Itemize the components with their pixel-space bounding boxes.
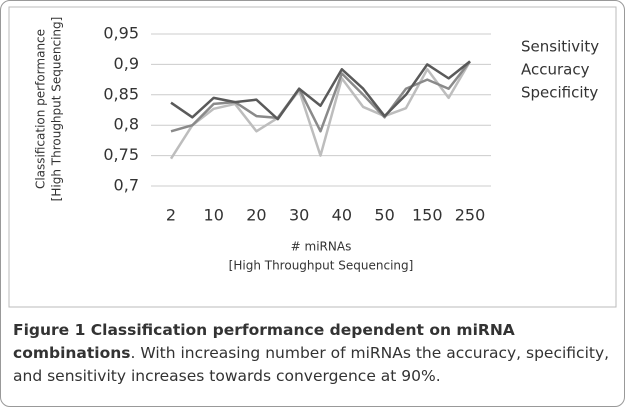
caption: Figure 1 Classification performance depe… xyxy=(13,319,613,388)
chart-border xyxy=(8,6,617,308)
legend-label: Specificity xyxy=(521,84,598,102)
x-tick-label: 250 xyxy=(455,206,486,225)
y-tick-label: 0,8 xyxy=(114,115,139,134)
caption-text: . With increasing number of miRNAs the a… xyxy=(13,344,610,385)
x-tick-label: 50 xyxy=(374,206,394,225)
x-tick-label: 10 xyxy=(204,206,224,225)
y-tick-label: 0,7 xyxy=(114,176,139,195)
x-tick-label: 150 xyxy=(412,206,443,225)
x-tick-label: 20 xyxy=(246,206,266,225)
x-axis-label: [High Throughput Sequencing] xyxy=(229,259,414,273)
x-tick-label: 2 xyxy=(166,206,176,225)
chart: Classification performance [High Through… xyxy=(8,6,617,308)
series-line xyxy=(169,60,472,160)
legend-label: Accuracy xyxy=(521,61,590,79)
y-tick-label: 0,95 xyxy=(103,24,139,43)
series-line xyxy=(170,60,471,121)
legend-label: Sensitivity xyxy=(521,38,599,56)
y-axis-label: Classification performance xyxy=(34,29,48,189)
series-line xyxy=(170,60,471,133)
x-tick-label: 40 xyxy=(332,206,352,225)
caption-title: Figure 1 Classification performance depe… xyxy=(13,321,515,362)
y-tick-label: 0,9 xyxy=(114,54,139,73)
y-tick-label: 0,75 xyxy=(103,145,139,164)
y-axis-label: [High Throughput Sequencing] xyxy=(50,17,64,202)
x-tick-label: 30 xyxy=(289,206,309,225)
y-tick-label: 0,85 xyxy=(103,84,139,103)
x-axis-label: # miRNAs xyxy=(291,240,352,254)
